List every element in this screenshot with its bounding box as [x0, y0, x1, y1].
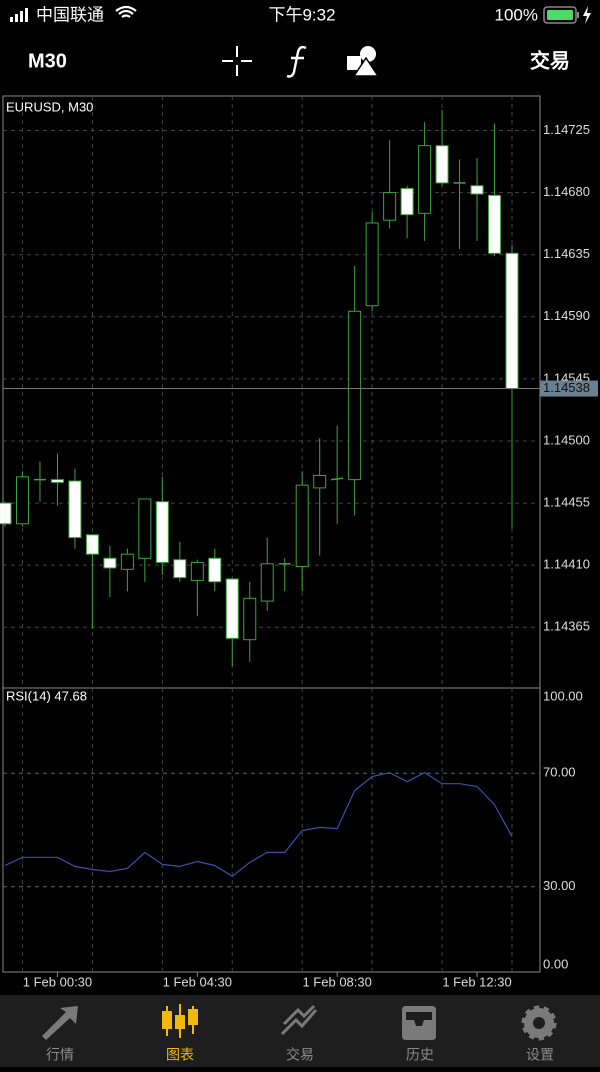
quotes-icon — [42, 1006, 78, 1040]
tab-label[interactable]: 行情 — [46, 1047, 74, 1063]
y-tick-label: 100.00 — [543, 688, 583, 703]
wifi-icon — [115, 5, 137, 18]
settings-icon — [521, 1005, 557, 1041]
chart-title: EURUSD, M30 — [6, 99, 93, 114]
timeframe-button[interactable]: M30 — [28, 50, 67, 72]
y-tick-label: 0.00 — [543, 956, 568, 971]
candle-body — [85, 534, 99, 555]
candle-body — [260, 563, 274, 602]
candle-body — [470, 185, 484, 195]
tab-label[interactable]: 设置 — [526, 1047, 554, 1063]
battery-level: 100% — [495, 5, 538, 24]
chart-icon — [162, 1004, 198, 1038]
y-tick-label: 1.14410 — [543, 557, 590, 572]
clock: 下午9:32 — [268, 5, 335, 24]
tab-label[interactable]: 图表 — [166, 1047, 194, 1063]
candle-body — [243, 597, 257, 641]
candle-body — [295, 484, 309, 568]
candle-body — [103, 557, 117, 569]
crosshair-button[interactable] — [222, 46, 252, 76]
candle-body — [331, 477, 344, 481]
trade-icon — [280, 1004, 318, 1036]
candle-body — [400, 187, 414, 216]
x-tick-label: 1 Feb 04:30 — [163, 974, 232, 989]
candle-body — [383, 192, 397, 221]
candle-body — [68, 480, 82, 539]
candle-body — [15, 476, 29, 525]
tab-label[interactable]: 交易 — [286, 1047, 314, 1063]
chart-frame — [2, 95, 541, 973]
candle-body — [505, 252, 519, 390]
y-tick-label: 1.14365 — [543, 619, 590, 634]
chart-title: RSI(14) 47.68 — [6, 688, 87, 703]
battery-icon — [543, 6, 591, 24]
history-icon — [402, 1006, 436, 1040]
indicators-button[interactable] — [286, 45, 307, 78]
candle-body — [138, 498, 152, 559]
x-tick-label: 1 Feb 00:30 — [23, 974, 92, 989]
candle-body — [0, 502, 12, 525]
candle-body — [348, 310, 362, 481]
y-tick-label: 30.00 — [543, 878, 576, 893]
y-tick-label: 1.14590 — [543, 308, 590, 323]
rsi-line — [4, 771, 513, 878]
x-tick-label: 1 Feb 12:30 — [442, 974, 511, 989]
y-tick-label: 1.14680 — [543, 184, 590, 199]
tab-label[interactable]: 历史 — [406, 1047, 434, 1063]
price-marker — [540, 380, 598, 397]
candle-body — [50, 479, 64, 483]
y-tick-label: 1.14725 — [543, 122, 590, 137]
candle-body — [365, 222, 379, 307]
candle-body — [173, 559, 187, 579]
y-tick-label: 1.14635 — [543, 246, 590, 261]
candle-body — [155, 501, 169, 563]
y-tick-label: 1.14500 — [543, 432, 590, 447]
objects-button[interactable] — [347, 46, 380, 77]
tab-bar — [0, 995, 600, 1067]
price-label: 1.14538 — [543, 380, 590, 395]
candle-body — [313, 474, 327, 489]
x-tick-label: 1 Feb 08:30 — [302, 974, 371, 989]
candle-body — [208, 557, 222, 583]
candle-body — [120, 553, 134, 570]
carrier: 中国联通 — [36, 5, 104, 24]
candle-body — [418, 145, 432, 214]
candle-body — [435, 145, 449, 184]
y-tick-label: 1.14455 — [543, 495, 590, 510]
candle-body — [488, 194, 502, 254]
candle-body — [190, 561, 204, 581]
candle-body — [225, 578, 239, 639]
trade-button[interactable]: 交易 — [530, 48, 570, 72]
y-tick-label: 70.00 — [543, 765, 576, 780]
signal-icon — [10, 8, 28, 22]
